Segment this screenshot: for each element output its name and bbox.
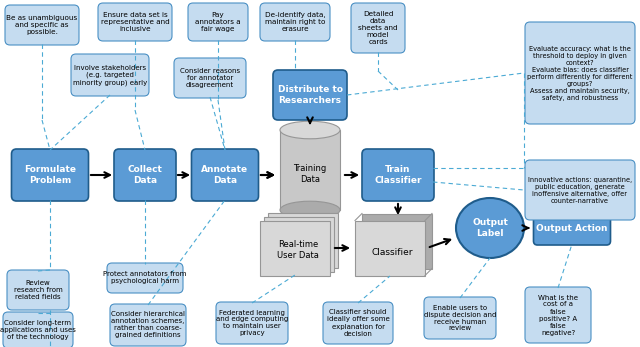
Text: Consider hierarchical
annotation schemes,
rather than coarse-
grained definition: Consider hierarchical annotation schemes… bbox=[111, 312, 185, 339]
Ellipse shape bbox=[280, 201, 340, 219]
FancyBboxPatch shape bbox=[260, 3, 330, 41]
Text: De-identify data,
maintain right to
erasure: De-identify data, maintain right to eras… bbox=[265, 12, 325, 32]
Text: Distribute to
Researchers: Distribute to Researchers bbox=[278, 85, 342, 105]
Text: Review
research from
related fields: Review research from related fields bbox=[13, 280, 62, 300]
Ellipse shape bbox=[280, 121, 340, 139]
Bar bbox=[268, 212, 338, 268]
FancyBboxPatch shape bbox=[273, 70, 347, 120]
FancyBboxPatch shape bbox=[12, 149, 88, 201]
Text: Pay
annotators a
fair wage: Pay annotators a fair wage bbox=[195, 12, 241, 32]
FancyBboxPatch shape bbox=[114, 149, 176, 201]
Text: Enable users to
dispute decision and
receive human
review: Enable users to dispute decision and rec… bbox=[424, 305, 496, 331]
Text: Consider long-term
applications and uses
of the technology: Consider long-term applications and uses… bbox=[0, 320, 76, 340]
FancyBboxPatch shape bbox=[525, 22, 635, 124]
Text: Output
Label: Output Label bbox=[472, 218, 508, 238]
Text: Involve stakeholders
(e.g. targeted
minority group) early: Involve stakeholders (e.g. targeted mino… bbox=[73, 65, 147, 85]
Bar bbox=[260, 220, 330, 276]
Text: What is the
cost of a
false
positive? A
false
negative?: What is the cost of a false positive? A … bbox=[538, 295, 578, 336]
Text: Classifier: Classifier bbox=[371, 247, 413, 256]
FancyBboxPatch shape bbox=[110, 304, 186, 346]
FancyBboxPatch shape bbox=[424, 297, 496, 339]
Text: Detailed
data
sheets and
model
cards: Detailed data sheets and model cards bbox=[358, 11, 398, 45]
FancyBboxPatch shape bbox=[7, 270, 69, 310]
FancyBboxPatch shape bbox=[525, 287, 591, 343]
Text: Consider reasons
for annotator
disagreement: Consider reasons for annotator disagreem… bbox=[180, 68, 240, 88]
Ellipse shape bbox=[456, 198, 524, 258]
Bar bbox=[264, 217, 334, 271]
FancyBboxPatch shape bbox=[5, 5, 79, 45]
FancyBboxPatch shape bbox=[323, 302, 393, 344]
FancyBboxPatch shape bbox=[98, 3, 172, 41]
FancyBboxPatch shape bbox=[188, 3, 248, 41]
Text: Classifier should
ideally offer some
explanation for
decision: Classifier should ideally offer some exp… bbox=[326, 310, 389, 337]
Text: Ensure data set is
representative and
inclusive: Ensure data set is representative and in… bbox=[100, 12, 170, 32]
Bar bbox=[362, 213, 432, 269]
Text: Evaluate accuracy: what is the
threshold to deploy in given
context?
Evaluate bi: Evaluate accuracy: what is the threshold… bbox=[527, 45, 633, 101]
FancyBboxPatch shape bbox=[362, 149, 434, 201]
Text: Collect
Data: Collect Data bbox=[127, 165, 163, 185]
Text: Training
Data: Training Data bbox=[293, 164, 326, 184]
Text: Formulate
Problem: Formulate Problem bbox=[24, 165, 76, 185]
Bar bbox=[280, 130, 340, 210]
Text: Be as unambiguous
and specific as
possible.: Be as unambiguous and specific as possib… bbox=[6, 15, 77, 35]
Text: Innovative actions: quarantine,
public education, generate
inoffensive alternati: Innovative actions: quarantine, public e… bbox=[528, 177, 632, 203]
Bar bbox=[355, 220, 425, 276]
FancyBboxPatch shape bbox=[3, 312, 73, 347]
FancyBboxPatch shape bbox=[191, 149, 259, 201]
Text: Train
Classifier: Train Classifier bbox=[374, 165, 422, 185]
Text: Protect annotators from
psychological harm: Protect annotators from psychological ha… bbox=[103, 271, 187, 285]
FancyBboxPatch shape bbox=[351, 3, 405, 53]
Text: Federated learning
and edge computing
to maintain user
privacy: Federated learning and edge computing to… bbox=[216, 310, 288, 337]
FancyBboxPatch shape bbox=[107, 263, 183, 293]
Text: Annotate
Data: Annotate Data bbox=[202, 165, 248, 185]
FancyBboxPatch shape bbox=[216, 302, 288, 344]
FancyBboxPatch shape bbox=[174, 58, 246, 98]
Text: Real-time
User Data: Real-time User Data bbox=[277, 240, 319, 260]
FancyBboxPatch shape bbox=[534, 211, 611, 245]
Text: Output Action: Output Action bbox=[536, 223, 608, 232]
FancyBboxPatch shape bbox=[525, 160, 635, 220]
FancyBboxPatch shape bbox=[71, 54, 149, 96]
